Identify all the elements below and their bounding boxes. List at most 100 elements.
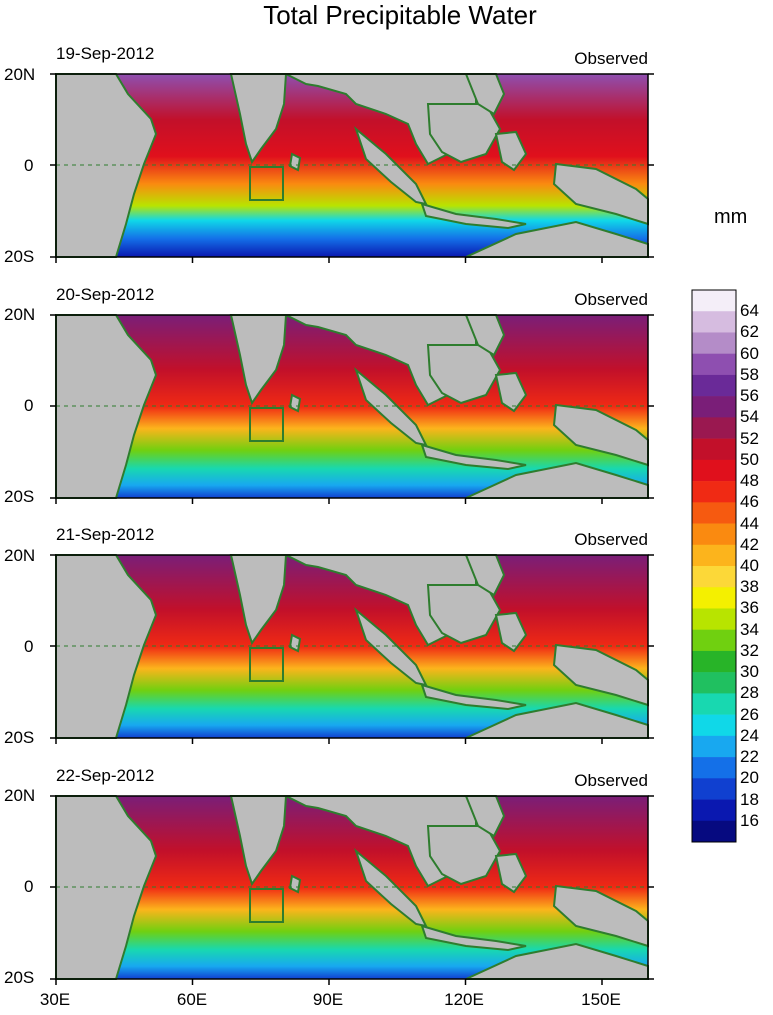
colorbar: [691, 289, 737, 843]
panel-3-observed-label: Observed: [574, 530, 648, 549]
lon-label-30e: 30E: [39, 990, 71, 1009]
colorbar-swatch: [692, 757, 736, 779]
colorbar-frame: [691, 289, 737, 843]
panel-2-map: [50, 314, 654, 504]
colorbar-swatch: [692, 778, 736, 800]
colorbar-swatch: [692, 311, 736, 333]
panel-3-land-2: [288, 633, 302, 653]
colorbar-label: 38: [740, 577, 759, 597]
panel-2-lat-0: 0: [24, 396, 34, 415]
panel-4-map: [50, 795, 654, 985]
colorbar-swatch: [692, 799, 736, 822]
colorbar-swatch: [692, 693, 736, 715]
colorbar-label: 32: [740, 640, 759, 660]
colorbar-swatch: [692, 374, 736, 397]
panel-3-lat-20s: 20S: [4, 728, 35, 747]
colorbar-label: 22: [740, 747, 759, 767]
panel-1-map: [50, 73, 654, 263]
panel-1-land-7: [494, 130, 528, 172]
panel-3-land-7: [494, 611, 528, 653]
lon-label-90e: 90E: [312, 990, 344, 1009]
panel-1-land-1: [229, 73, 288, 165]
panel-2-land-7: [494, 371, 528, 413]
panel-1-date: 19-Sep-2012: [56, 44, 155, 63]
panel-2-land-1: [229, 314, 288, 406]
panel-2-land-2: [288, 393, 302, 413]
colorbar-label: 18: [740, 789, 759, 809]
panel-4-lat-20n: 20N: [4, 786, 36, 805]
colorbar-label: 58: [740, 364, 759, 384]
panel-4-region-box: [249, 888, 284, 923]
colorbar-swatch: [692, 481, 736, 503]
panel-3-lat-0: 0: [24, 637, 34, 656]
panel-4-land-2: [288, 874, 302, 894]
panel-1-observed-label: Observed: [574, 49, 648, 68]
lon-label-60e: 60E: [176, 990, 208, 1009]
panel-3-land-1: [229, 554, 288, 646]
panel-2-region-box: [249, 407, 284, 442]
panel-3-land-6: [420, 683, 527, 711]
panel-4-land-1: [229, 795, 288, 887]
panel-2-land-6: [420, 443, 527, 471]
colorbar-label: 20: [740, 768, 759, 788]
panel-2-lat-20n: 20N: [4, 305, 36, 324]
colorbar-label: 62: [740, 322, 759, 342]
panel-2-date: 20-Sep-2012: [56, 285, 155, 304]
panel-1-land-6: [420, 202, 527, 230]
colorbar-swatch: [692, 417, 736, 439]
colorbar-label: 42: [740, 534, 759, 554]
panel-3-date: 21-Sep-2012: [56, 525, 155, 544]
colorbar-swatch: [692, 650, 736, 673]
colorbar-label: 36: [740, 598, 759, 618]
panel-4-observed-label: Observed: [574, 771, 648, 790]
colorbar-swatch: [692, 544, 736, 567]
colorbar-label: 28: [740, 683, 759, 703]
colorbar-swatch: [692, 714, 736, 737]
colorbar-label: 50: [740, 449, 759, 469]
colorbar-label: 16: [740, 810, 759, 830]
colorbar-swatch: [692, 290, 736, 312]
colorbar-label: 46: [740, 492, 759, 512]
colorbar-label: 60: [740, 343, 759, 363]
panel-1-lat-0: 0: [24, 156, 34, 175]
lon-label-120e: 120E: [444, 990, 484, 1009]
panel-4-land-6: [420, 924, 527, 952]
colorbar-label: 26: [740, 704, 759, 724]
colorbar-label: 54: [740, 407, 759, 427]
colorbar-swatch: [692, 396, 736, 418]
panel-3-map: [50, 554, 654, 744]
panel-4-lat-0: 0: [24, 877, 34, 896]
lon-label-150e: 150E: [581, 990, 621, 1009]
panel-1-land-2: [288, 152, 302, 172]
panel-1-lat-20s: 20S: [4, 247, 35, 266]
panel-4-lat-20s: 20S: [4, 968, 35, 987]
colorbar-unit: mm: [714, 206, 748, 228]
colorbar-swatch: [692, 820, 736, 843]
figure-title: Total Precipitable Water: [263, 0, 537, 30]
panel-4-date: 22-Sep-2012: [56, 766, 155, 785]
colorbar-label: 56: [740, 386, 759, 406]
colorbar-swatch: [692, 629, 736, 652]
panel-2-observed-label: Observed: [574, 290, 648, 309]
panel-2-lat-20s: 20S: [4, 487, 35, 506]
colorbar-swatch: [692, 566, 736, 588]
colorbar-swatch: [692, 353, 736, 376]
colorbar-label: 44: [740, 513, 759, 533]
colorbar-label: 64: [740, 301, 759, 321]
colorbar-swatch: [692, 438, 736, 461]
colorbar-swatch: [692, 502, 736, 524]
colorbar-swatch: [692, 735, 736, 758]
panel-4-land-7: [494, 852, 528, 894]
colorbar-swatch: [692, 523, 736, 546]
colorbar-label: 48: [740, 471, 759, 491]
colorbar-label: 52: [740, 428, 759, 448]
panel-1-region-box: [249, 166, 284, 201]
colorbar-label: 40: [740, 556, 759, 575]
colorbar-label: 34: [740, 619, 759, 639]
colorbar-swatch: [692, 332, 736, 354]
panel-1-lat-20n: 20N: [4, 65, 36, 84]
colorbar-swatch: [692, 459, 736, 482]
panel-3-lat-20n: 20N: [4, 546, 36, 565]
colorbar-swatch: [692, 672, 736, 694]
